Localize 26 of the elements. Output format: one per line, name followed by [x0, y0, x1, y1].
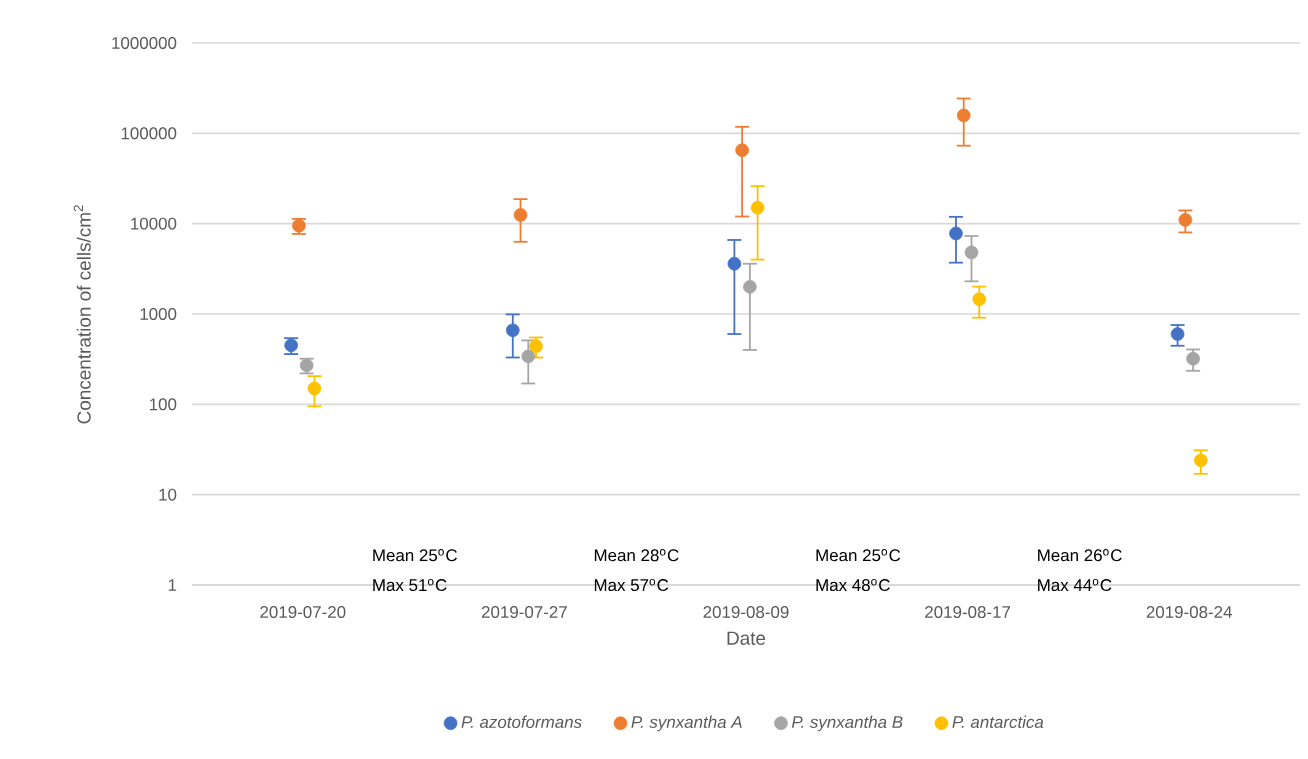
y-tick-label: 10000 [131, 217, 177, 230]
legend-label: P. antarctica [952, 715, 1044, 729]
legend-label: P. synxantha B [791, 715, 903, 732]
x-tick-label: 2019-08-09 [703, 606, 789, 619]
annotation: Mean 25$^{o}$C [373, 549, 457, 562]
y-tick-label: 1000 [140, 308, 177, 320]
x-tick-label: 2019-07-20 [260, 606, 346, 619]
legend-label: P. synxantha A [631, 715, 742, 732]
y-tick-label: 1000000 [112, 37, 177, 49]
y-axis-title: Concentration of cells/cm$^{2}$ [73, 205, 91, 424]
annotation: Mean 25$^{o}$C [816, 549, 901, 562]
annotation: Max 44$^{o}$C [1038, 578, 1112, 592]
annotation: Max 57$^{o}$C [594, 578, 669, 592]
x-tick-label: 2019-08-24 [1146, 606, 1233, 619]
y-tick-label: 100 [149, 398, 177, 411]
x-tick-label: 2019-07-27 [481, 606, 567, 619]
legend-label: P. azotoformans [461, 715, 582, 729]
annotation: Mean 26$^{o}$C [1038, 549, 1122, 562]
y-tick-label: 1 [168, 579, 177, 591]
y-tick-label: 10 [159, 488, 177, 501]
annotation: Mean 28$^{o}$C [594, 549, 679, 562]
annotation: Max 48$^{o}$C [816, 578, 890, 592]
x-tick-label: 2019-08-17 [925, 606, 1011, 619]
annotation: Max 51$^{o}$C [373, 578, 447, 592]
x-axis-title: Date [727, 631, 766, 645]
y-tick-label: 100000 [121, 127, 177, 140]
